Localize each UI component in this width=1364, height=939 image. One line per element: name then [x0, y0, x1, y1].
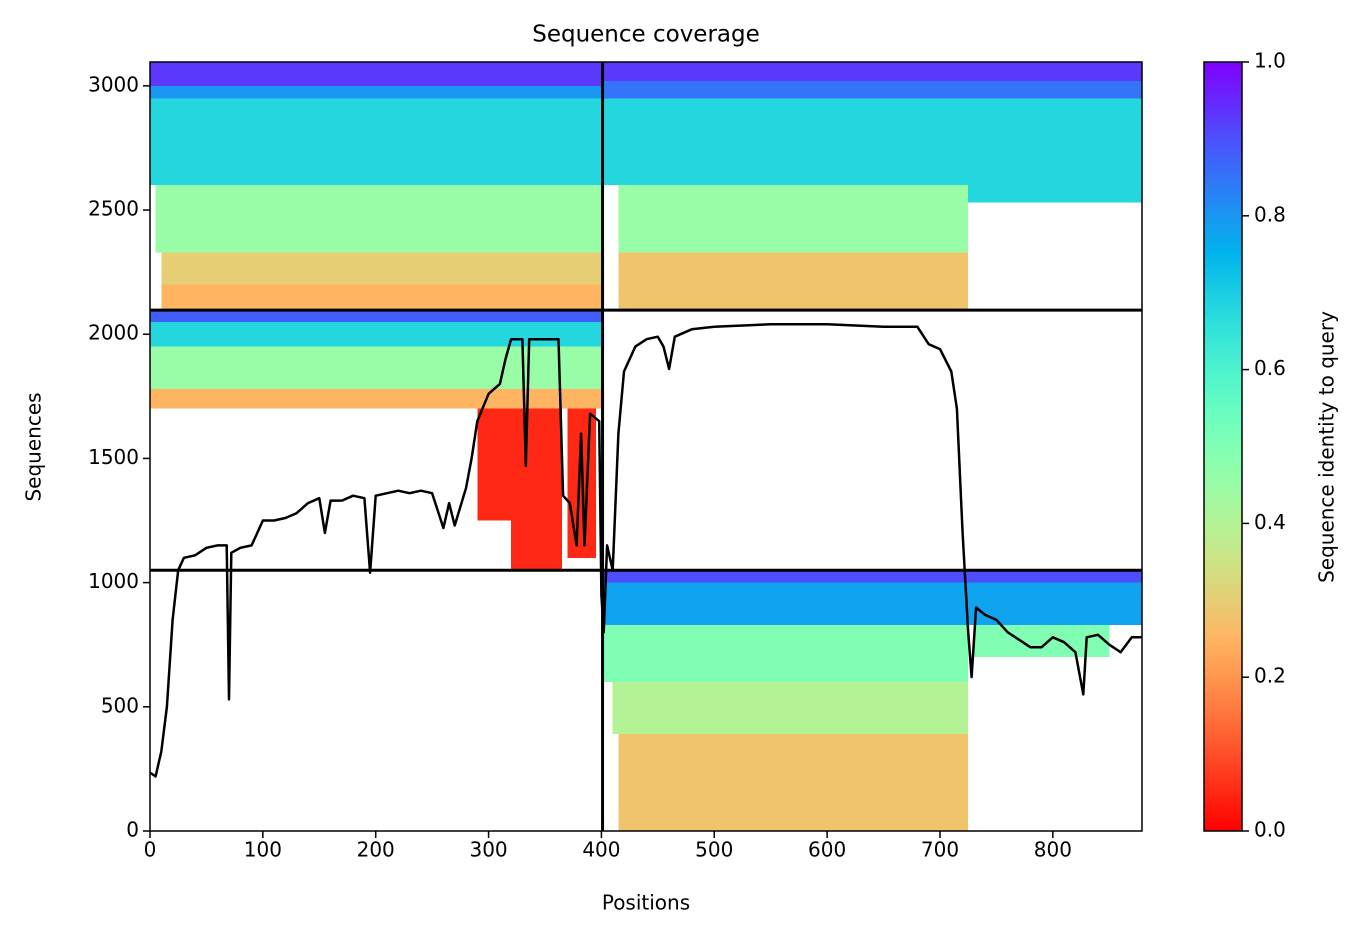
colorbar-label: Sequence identity to query	[1315, 311, 1339, 583]
colorbar-tick-label: 0.2	[1254, 664, 1286, 688]
coverage-block	[477, 408, 512, 521]
x-tick-label: 800	[1034, 838, 1072, 862]
coverage-block	[155, 185, 603, 253]
colorbar-tick-label: 0.4	[1254, 510, 1286, 534]
plot-frame	[149, 61, 1143, 832]
coverage-block	[618, 734, 969, 831]
coverage-line	[149, 323, 1142, 778]
x-tick-label: 200	[357, 838, 395, 862]
coverage-block	[150, 85, 603, 99]
colorbar-tick-label: 0.8	[1254, 202, 1286, 226]
x-tick-label: 600	[808, 838, 846, 862]
y-axis-label: Sequences	[22, 392, 46, 501]
coverage-block	[602, 98, 969, 186]
x-tick-label: 300	[469, 838, 507, 862]
y-tick-label: 1000	[88, 569, 139, 593]
y-tick-label: 3000	[88, 72, 139, 96]
coverage-block	[618, 252, 969, 311]
coverage-block	[602, 624, 969, 682]
coverage-block	[150, 310, 603, 322]
y-tick-label: 500	[101, 693, 139, 717]
coverage-block	[602, 570, 1142, 583]
coverage-block	[161, 284, 603, 311]
x-tick-label: 0	[144, 838, 157, 862]
coverage-block	[612, 681, 969, 735]
coverage-block	[161, 252, 603, 285]
y-tick-label: 1500	[88, 445, 139, 469]
coverage-block	[511, 408, 562, 571]
coverage-block	[150, 98, 603, 186]
coverage-block	[150, 346, 603, 389]
coverage-block	[150, 62, 603, 86]
coverage-block	[968, 98, 1142, 203]
coverage-block	[973, 624, 1110, 658]
x-tick-label: 700	[921, 838, 959, 862]
x-tick-label: 400	[582, 838, 620, 862]
coverage-block	[602, 80, 1142, 99]
x-tick-label: 500	[695, 838, 733, 862]
x-axis-label: Positions	[602, 891, 690, 915]
y-tick-label: 2000	[88, 321, 139, 345]
coverage-block	[602, 62, 1142, 81]
coverage-block	[618, 185, 969, 253]
y-tick-label: 2500	[88, 197, 139, 221]
y-tick-label: 0	[126, 818, 139, 842]
plot-area	[150, 62, 1142, 831]
colorbar	[1203, 61, 1243, 832]
x-tick-label: 100	[244, 838, 282, 862]
coverage-block	[150, 388, 603, 409]
coverage-block	[150, 321, 603, 347]
coverage-block	[602, 582, 1142, 625]
colorbar-tick-label: 0.0	[1254, 818, 1286, 842]
chart-title: Sequence coverage	[532, 22, 760, 48]
colorbar-tick-label: 0.6	[1254, 356, 1286, 380]
colorbar-tick-label: 1.0	[1254, 49, 1286, 73]
